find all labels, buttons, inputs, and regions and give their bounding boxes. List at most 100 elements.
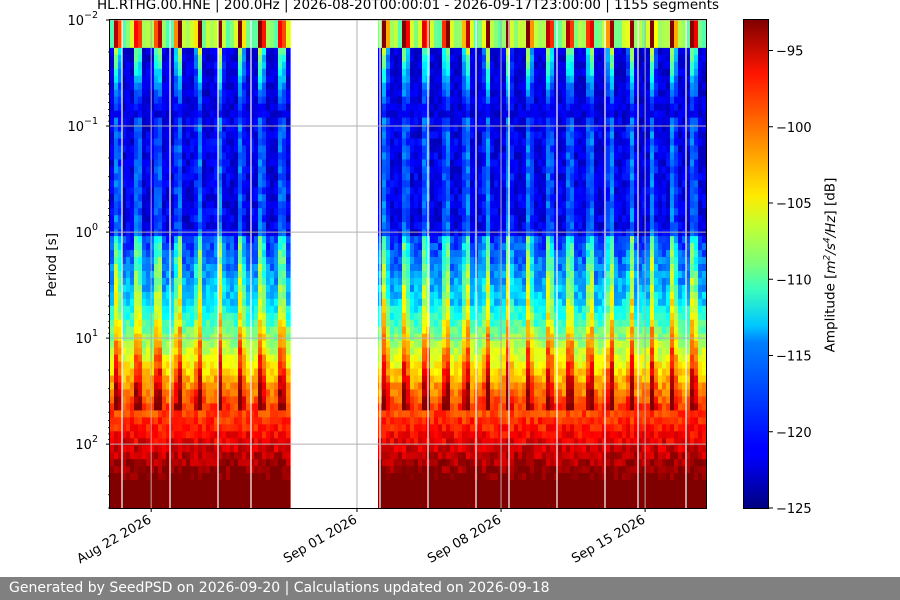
- heatmap-column: [226, 20, 231, 509]
- colorbar-tick-label: −120: [776, 426, 812, 441]
- heatmap-column: [602, 20, 607, 509]
- heatmap-column: [638, 20, 643, 509]
- heatmap-column: [186, 20, 191, 509]
- heatmap-column: [254, 20, 259, 509]
- heatmap-column: [198, 20, 203, 509]
- heatmap-column: [246, 20, 251, 509]
- heatmap-column: [470, 20, 475, 509]
- footer-text: Generated by SeedPSD on 2026-09-20 | Cal…: [9, 580, 550, 596]
- heatmap-column: [598, 20, 603, 509]
- colorbar-label: Amplitude [m2/s4/Hz] [dB]: [821, 177, 839, 353]
- heatmap-column: [646, 20, 651, 509]
- heatmap-column: [414, 20, 419, 509]
- heatmap-column: [530, 20, 535, 509]
- heatmap-column: [478, 20, 483, 509]
- colorbar-gradient: [743, 19, 769, 509]
- heatmap-column: [454, 20, 459, 509]
- heatmap-column: [674, 20, 679, 509]
- chart-title: HL.RTHG.00.HNE | 200.0Hz | 2026-08-20T00…: [96, 0, 720, 13]
- heatmap-column: [694, 20, 699, 509]
- colorbar-ticks: −95 −100 −105 −110 −115 −120 −125: [769, 45, 812, 517]
- heatmap-column: [670, 20, 675, 509]
- heatmap-column: [550, 20, 555, 509]
- heatmap-column: [510, 20, 515, 509]
- heatmap-column: [562, 20, 567, 509]
- heatmap-column: [678, 20, 683, 509]
- footer-bar: Generated by SeedPSD on 2026-09-20 | Cal…: [0, 577, 900, 600]
- heatmap-column: [654, 20, 659, 509]
- heatmap-column: [434, 20, 439, 509]
- heatmap-column: [154, 20, 159, 509]
- heatmap-column: [202, 20, 207, 509]
- heatmap-column: [146, 20, 151, 509]
- heatmap-column: [238, 20, 243, 509]
- heatmap-column: [446, 20, 451, 509]
- heatmap-column: [158, 20, 163, 509]
- heatmap-column: [458, 20, 463, 509]
- heatmap-column: [590, 20, 595, 509]
- heatmap-column: [522, 20, 527, 509]
- heatmap-column: [666, 20, 671, 509]
- heatmap-column: [126, 20, 131, 509]
- heatmap-column: [702, 20, 707, 509]
- heatmap-column: [498, 20, 503, 509]
- heatmap-column: [410, 20, 415, 509]
- heatmap-column: [206, 20, 211, 509]
- heatmap-column: [658, 20, 663, 509]
- heatmap-column: [418, 20, 423, 509]
- heatmap-column: [262, 20, 267, 509]
- heatmap-column: [438, 20, 443, 509]
- heatmap-column: [194, 20, 199, 509]
- heatmap-column: [282, 20, 287, 509]
- heatmap-column: [386, 20, 391, 509]
- heatmap-column: [542, 20, 547, 509]
- heatmap-column: [490, 20, 495, 509]
- heatmap-column: [570, 20, 575, 509]
- heatmap-column: [174, 20, 179, 509]
- heatmap-column: [682, 20, 687, 509]
- heatmap-column: [162, 20, 167, 509]
- heatmap-column: [402, 20, 407, 509]
- heatmap-column: [538, 20, 543, 509]
- heatmap-column: [466, 20, 471, 509]
- heatmap-column: [586, 20, 591, 509]
- colorbar-tick-label: −125: [776, 502, 812, 517]
- heatmap-column: [406, 20, 411, 509]
- colorbar: −95 −100 −105 −110 −115 −120 −125: [743, 19, 812, 517]
- heatmap-column: [274, 20, 279, 509]
- heatmap-column: [494, 20, 499, 509]
- heatmap-column: [574, 20, 579, 509]
- heatmap-column: [234, 20, 239, 509]
- heatmap-column: [486, 20, 491, 509]
- heatmap-column: [630, 20, 635, 509]
- colorbar-tick-label: −105: [776, 197, 812, 212]
- heatmap-column: [594, 20, 599, 509]
- heatmap-column: [150, 20, 155, 509]
- heatmap-column: [514, 20, 519, 509]
- heatmap-column: [558, 20, 563, 509]
- heatmap-column: [614, 20, 619, 509]
- heatmap-column: [430, 20, 435, 509]
- heatmap-column: [422, 20, 427, 509]
- heatmap-column: [582, 20, 587, 509]
- heatmap-column: [122, 20, 127, 509]
- heatmap-column: [382, 20, 387, 509]
- heatmap-column: [250, 20, 255, 509]
- heatmap-column: [618, 20, 623, 509]
- heatmap-column: [270, 20, 275, 509]
- heatmap-column: [394, 20, 399, 509]
- heatmap-column: [698, 20, 703, 509]
- heatmap-column: [110, 20, 115, 509]
- heatmap-column: [214, 20, 219, 509]
- data-gap-layer: [121, 20, 687, 508]
- heatmap-column: [502, 20, 507, 509]
- heatmap-column: [518, 20, 523, 509]
- heatmap-column: [634, 20, 639, 509]
- heatmap-column: [166, 20, 171, 509]
- heatmap-column: [182, 20, 187, 509]
- colorbar-tick-label: −95: [776, 45, 803, 60]
- heatmap-column: [218, 20, 223, 509]
- heatmap-column: [622, 20, 627, 509]
- heatmap-column: [390, 20, 395, 509]
